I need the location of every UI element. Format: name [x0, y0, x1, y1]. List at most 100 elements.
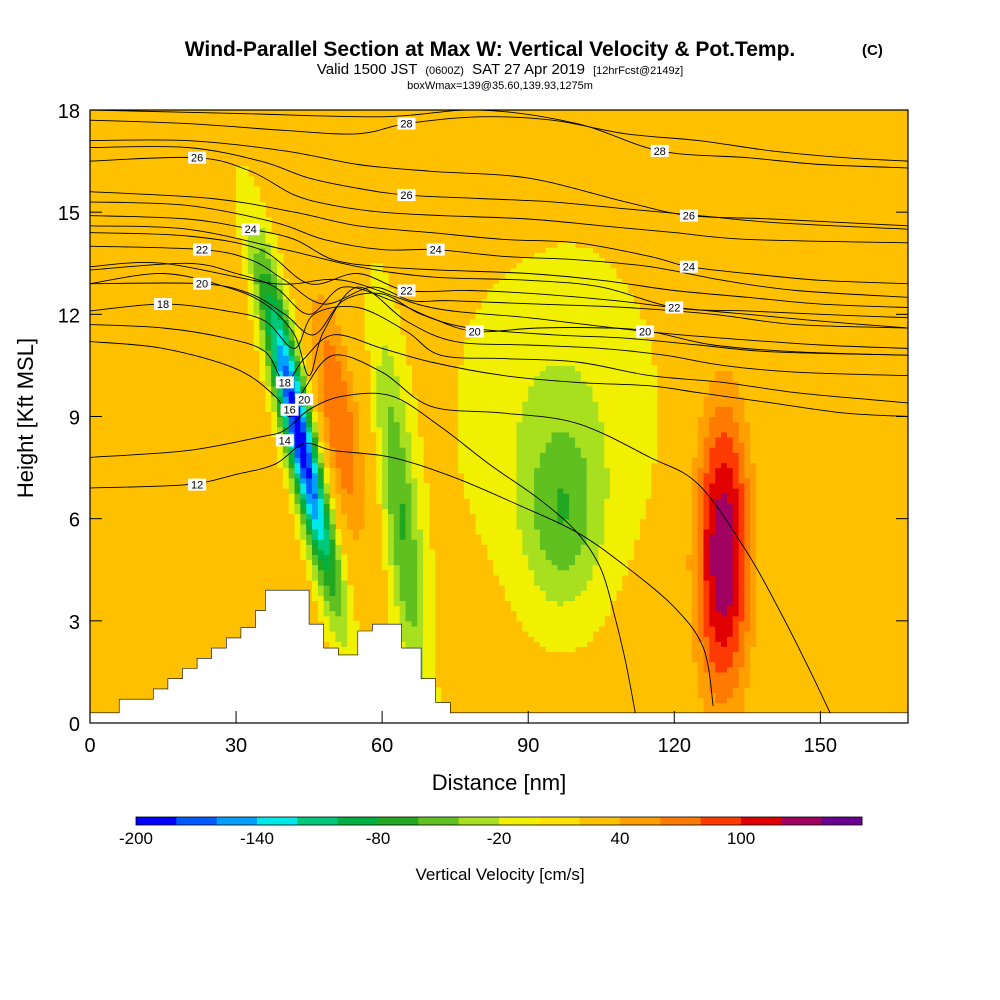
velocity-cell	[317, 559, 325, 566]
velocity-cell	[282, 345, 290, 351]
velocity-cell	[329, 508, 336, 515]
velocity-cell	[341, 595, 348, 601]
velocity-cell	[312, 564, 319, 571]
velocity-cell	[522, 544, 541, 550]
velocity-cell	[317, 590, 325, 596]
velocity-cell	[323, 421, 331, 428]
velocity-cell	[288, 391, 296, 397]
velocity-cell	[545, 646, 576, 653]
velocity-cell	[709, 687, 734, 693]
velocity-cell	[393, 365, 412, 372]
velocity-cell	[306, 554, 313, 561]
velocity-cell	[744, 472, 757, 479]
velocity-cell	[271, 334, 278, 341]
velocity-cell	[592, 564, 629, 571]
velocity-cell	[247, 263, 255, 269]
velocity-cell	[247, 288, 255, 295]
velocity-cell	[545, 595, 576, 601]
velocity-cell	[282, 472, 290, 479]
svg-text:28: 28	[400, 119, 412, 131]
velocity-cell	[323, 345, 336, 351]
velocity-cell	[329, 544, 336, 550]
velocity-cell	[277, 406, 284, 412]
valid-date: SAT 27 Apr 2019	[472, 61, 585, 78]
velocity-cell	[715, 574, 734, 581]
velocity-cell	[393, 534, 401, 540]
velocity-cell	[750, 544, 757, 550]
velocity-cell	[446, 115, 529, 121]
velocity-cell	[393, 406, 407, 412]
velocity-cell	[352, 574, 377, 581]
velocity-cell	[294, 350, 301, 356]
velocity-cell	[312, 528, 319, 535]
velocity-cell	[388, 600, 395, 607]
velocity-cell	[241, 253, 249, 259]
velocity-cell	[715, 513, 734, 520]
velocity-cell	[586, 467, 611, 474]
velocity-cell	[247, 299, 255, 305]
velocity-cell	[317, 615, 331, 622]
velocity-cell	[388, 569, 395, 576]
colorbar-swatch	[781, 817, 822, 825]
velocity-cell	[335, 477, 342, 484]
velocity-cell	[756, 595, 769, 601]
velocity-cell	[277, 457, 284, 464]
velocity-cell	[417, 503, 430, 509]
velocity-cell	[709, 580, 716, 586]
velocity-cell	[306, 477, 313, 484]
velocity-cell	[586, 523, 605, 530]
velocity-cell	[750, 682, 763, 688]
velocity-cell	[388, 620, 401, 627]
velocity-cell	[335, 314, 348, 320]
velocity-cell	[341, 508, 366, 515]
velocity-cell	[463, 360, 652, 366]
velocity-cell	[247, 314, 261, 320]
velocity-cell	[282, 309, 290, 315]
velocity-cell	[744, 549, 751, 555]
velocity-cell	[697, 554, 705, 561]
velocity-cell	[388, 585, 395, 591]
velocity-cell	[300, 493, 307, 499]
velocity-cell	[575, 595, 617, 601]
velocity-cell	[516, 508, 535, 515]
velocity-cell	[744, 651, 751, 658]
velocity-cell	[382, 345, 389, 351]
velocity-cell	[411, 447, 424, 453]
velocity-cell	[539, 457, 588, 464]
velocity-cell	[323, 636, 336, 642]
velocity-cell	[335, 590, 342, 596]
y-tick-label: 3	[69, 612, 80, 634]
velocity-cell	[697, 498, 705, 504]
velocity-cell	[522, 539, 541, 545]
chart-box-info: boxWmax=139@35.60,139.93,1275m	[407, 80, 593, 92]
isentrope-line	[90, 262, 908, 349]
velocity-cell	[423, 641, 436, 647]
velocity-cell	[411, 523, 418, 530]
velocity-cell	[405, 513, 412, 520]
velocity-cell	[423, 554, 436, 561]
velocity-cell	[697, 600, 705, 607]
velocity-cell	[709, 677, 740, 683]
velocity-cell	[347, 365, 360, 372]
velocity-cell	[703, 452, 710, 458]
velocity-cell	[376, 406, 389, 412]
velocity-cell	[744, 636, 757, 642]
velocity-cell	[247, 232, 266, 239]
velocity-cell	[294, 493, 301, 499]
velocity-cell	[341, 580, 348, 586]
velocity-cell	[358, 401, 366, 407]
velocity-cell	[575, 554, 599, 561]
colorbar-swatch	[741, 817, 782, 825]
velocity-cell	[557, 498, 570, 504]
velocity-cell	[323, 385, 348, 392]
velocity-cell	[686, 462, 693, 469]
velocity-cell	[312, 329, 342, 336]
velocity-cell	[282, 350, 290, 356]
velocity-cell	[317, 293, 325, 300]
velocity-cell	[458, 176, 518, 183]
velocity-cell	[370, 350, 383, 356]
velocity-cell	[756, 488, 769, 494]
velocity-cell	[732, 585, 740, 591]
velocity-cell	[458, 365, 547, 372]
velocity-cell	[300, 406, 307, 412]
